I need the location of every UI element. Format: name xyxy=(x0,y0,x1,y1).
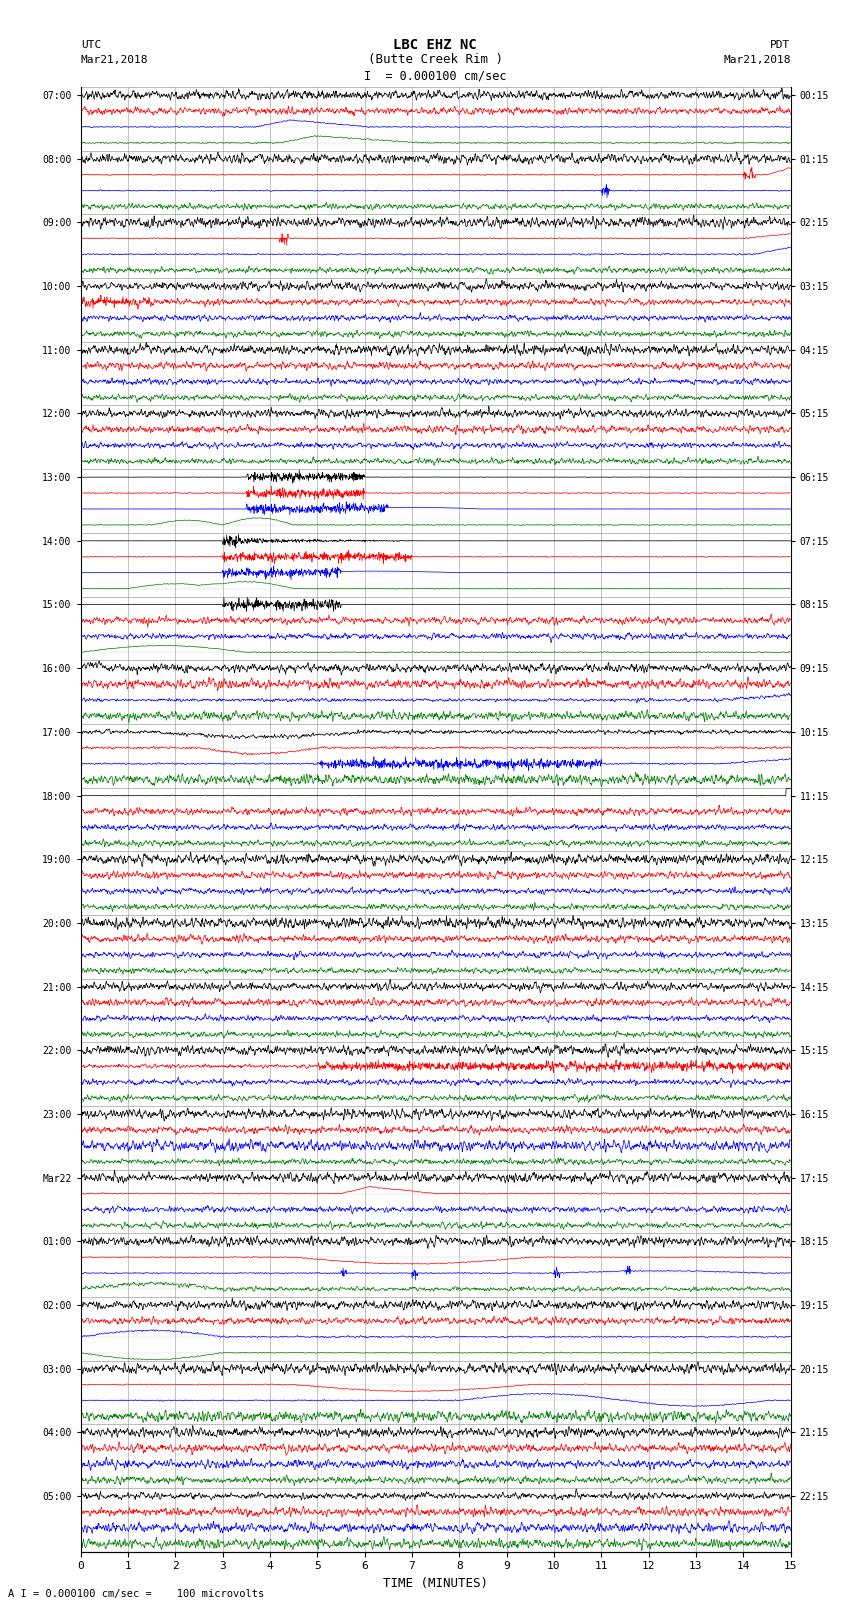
Text: PDT: PDT xyxy=(770,40,790,50)
Text: Mar21,2018: Mar21,2018 xyxy=(81,55,148,65)
Text: (Butte Creek Rim ): (Butte Creek Rim ) xyxy=(368,53,502,66)
Text: A I = 0.000100 cm/sec =    100 microvolts: A I = 0.000100 cm/sec = 100 microvolts xyxy=(8,1589,264,1598)
X-axis label: TIME (MINUTES): TIME (MINUTES) xyxy=(383,1578,488,1590)
Text: UTC: UTC xyxy=(81,40,101,50)
Text: LBC EHZ NC: LBC EHZ NC xyxy=(394,39,477,52)
Text: I  = 0.000100 cm/sec: I = 0.000100 cm/sec xyxy=(364,69,507,82)
Text: Mar21,2018: Mar21,2018 xyxy=(723,55,791,65)
